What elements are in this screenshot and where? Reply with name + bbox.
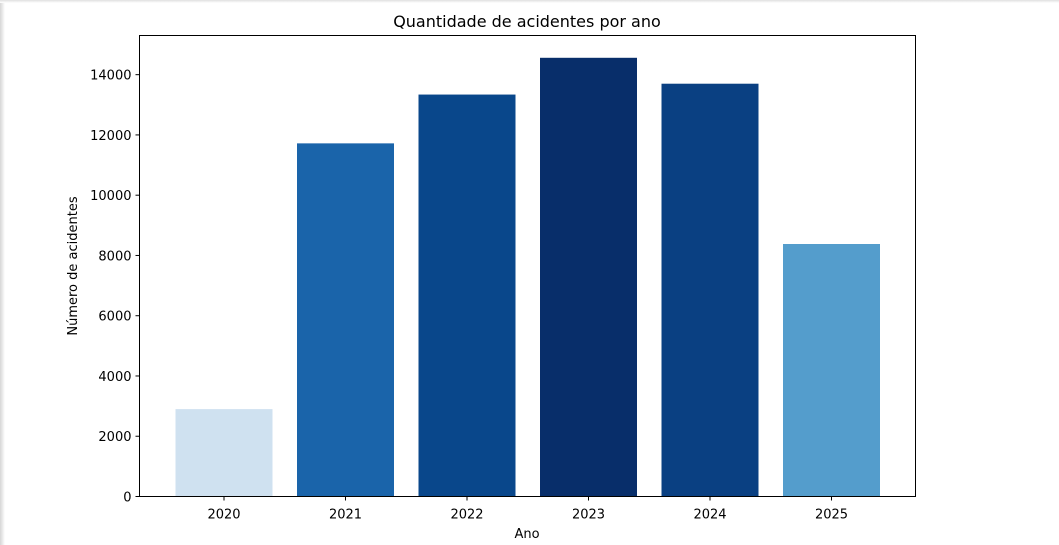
y-tick-label-10000: 10000 [90,189,131,204]
y-tick-label-14000: 14000 [90,69,131,84]
y-axis: 0 2000 4000 6000 8000 10000 12000 14000 [90,69,140,506]
y-tick-label-12000: 12000 [90,129,131,144]
y-axis-label: Número de acidentes [66,196,81,335]
x-axis: 2020 2021 2022 2023 2024 2025 [207,496,848,523]
bar-2022 [418,94,516,497]
bar-2025 [783,244,880,497]
bar-2020 [175,409,273,497]
y-tick-label-6000: 6000 [98,310,131,325]
bar-2021 [297,143,394,497]
bars-group [175,57,880,497]
x-tick-label-2022: 2022 [450,508,483,523]
plot-area-frame [139,35,916,497]
x-tick-label-2020: 2020 [207,508,240,523]
y-tick-label-0: 0 [123,491,131,506]
y-tick-label-4000: 4000 [98,370,131,385]
x-tick-label-2021: 2021 [329,508,362,523]
window-left-edge [0,0,5,545]
x-tick-label-2023: 2023 [572,508,605,523]
x-tick-label-2024: 2024 [693,508,726,523]
bar-2024 [661,83,759,497]
x-tick-label-2025: 2025 [815,508,848,523]
y-tick-label-2000: 2000 [98,430,131,445]
bar-2023 [540,57,637,497]
x-axis-label: Ano [514,527,539,542]
chart-title: Quantidade de acidentes por ano [393,12,661,31]
y-tick-label-8000: 8000 [98,249,131,264]
window-top-edge [0,0,1059,3]
